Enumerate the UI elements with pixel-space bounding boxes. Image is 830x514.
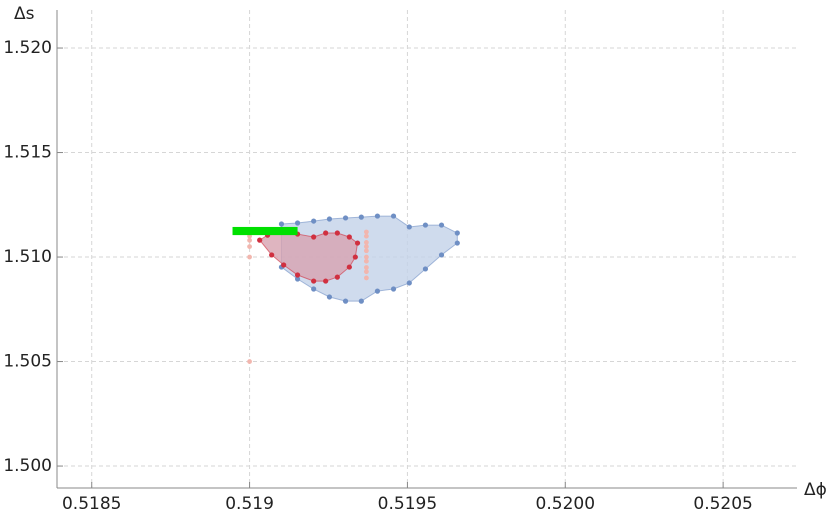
point	[363, 258, 369, 264]
point	[294, 220, 301, 226]
y-tick-label: 1.515	[3, 143, 52, 163]
point	[323, 230, 329, 236]
point	[363, 248, 369, 254]
point	[346, 234, 352, 240]
point	[363, 254, 369, 260]
point	[358, 214, 364, 220]
point	[374, 288, 381, 294]
point	[334, 230, 340, 236]
point	[363, 240, 369, 245]
point	[406, 280, 412, 286]
point	[311, 218, 317, 224]
point	[422, 222, 429, 228]
y-tick-label: 1.500	[3, 456, 52, 476]
point	[390, 286, 397, 292]
point	[342, 298, 349, 304]
point	[438, 252, 445, 258]
point	[358, 298, 364, 304]
point	[363, 269, 369, 275]
point	[352, 254, 358, 260]
point	[363, 265, 369, 270]
point	[311, 278, 317, 284]
point	[363, 229, 369, 235]
point	[323, 278, 329, 284]
x-tick-label: 0.5185	[62, 494, 121, 514]
box	[232, 226, 298, 236]
point	[294, 276, 301, 282]
point	[438, 222, 445, 228]
y-tick-label: 1.510	[3, 247, 52, 267]
point	[346, 264, 352, 270]
point	[342, 215, 349, 221]
point	[257, 237, 263, 243]
point	[247, 244, 252, 249]
point	[269, 252, 275, 258]
point	[454, 240, 460, 246]
point	[247, 237, 252, 243]
point	[454, 230, 460, 236]
x-tick-label: 0.5200	[536, 494, 595, 514]
x-tick-label: 0.5195	[378, 494, 437, 514]
point	[406, 224, 412, 230]
x-tick-label: 0.519	[225, 494, 274, 514]
point	[247, 254, 252, 260]
point	[278, 221, 285, 227]
point	[363, 244, 369, 249]
point	[294, 272, 301, 278]
x-axis-label: Δϕ	[804, 480, 827, 500]
point	[334, 274, 340, 280]
point	[247, 359, 252, 364]
point	[422, 266, 429, 272]
point	[311, 286, 317, 292]
x-tick-label: 0.5205	[693, 494, 752, 514]
point	[326, 294, 333, 300]
y-tick-label: 1.505	[3, 352, 52, 372]
y-axis-label: Δs	[14, 4, 35, 24]
point	[311, 234, 317, 240]
point	[363, 233, 369, 239]
point	[326, 216, 333, 222]
point	[281, 262, 287, 268]
point	[390, 213, 397, 219]
point	[374, 213, 381, 219]
y-tick-label: 1.520	[3, 38, 52, 58]
point	[363, 275, 369, 281]
point	[354, 240, 361, 246]
